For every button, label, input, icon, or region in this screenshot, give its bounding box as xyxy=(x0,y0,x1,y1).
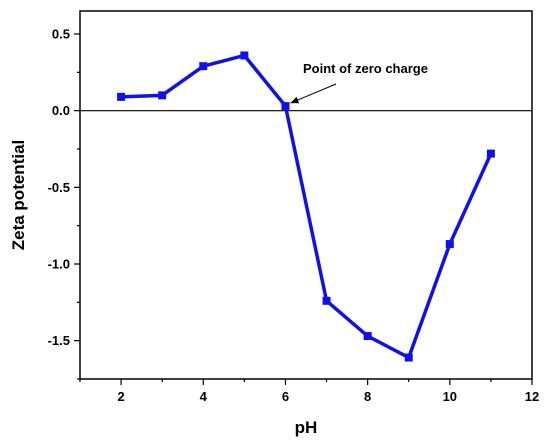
annotation-group: Point of zero charge xyxy=(290,61,428,104)
y-tick-label: -1.0 xyxy=(48,257,70,272)
series-line xyxy=(121,53,493,360)
x-tick-label: 6 xyxy=(282,389,289,404)
y-tick-label: -1.5 xyxy=(48,333,70,348)
annotation-arrow-head xyxy=(290,96,300,104)
y-axis-label: Zeta potential xyxy=(9,140,28,251)
data-point xyxy=(158,91,167,100)
x-tick-label: 10 xyxy=(443,389,457,404)
data-point xyxy=(486,149,495,158)
data-point xyxy=(240,51,249,60)
annotation-label: Point of zero charge xyxy=(303,61,428,76)
data-point xyxy=(404,353,413,362)
x-tick-label: 2 xyxy=(117,389,124,404)
axes: 2 4 6 8 10 12 0.5 0.0 -0.5 -1.0 -1.5 xyxy=(48,10,539,404)
annotation-arrow-line xyxy=(290,83,337,104)
data-point xyxy=(363,332,372,341)
plot-frame xyxy=(79,10,533,380)
y-tick-label: -0.5 xyxy=(48,180,70,195)
x-tick-label: 8 xyxy=(364,389,371,404)
data-point xyxy=(117,92,126,101)
x-axis-label: pH xyxy=(295,418,318,437)
y-tick-label: 0.5 xyxy=(52,27,70,42)
y-tick-label: 0.0 xyxy=(52,103,70,118)
x-tick-label: 12 xyxy=(525,389,539,404)
series-group xyxy=(117,51,495,362)
data-point xyxy=(445,240,454,249)
data-point xyxy=(322,296,331,305)
data-point xyxy=(281,102,290,111)
x-tick-label: 4 xyxy=(200,389,208,404)
data-point xyxy=(199,62,208,71)
